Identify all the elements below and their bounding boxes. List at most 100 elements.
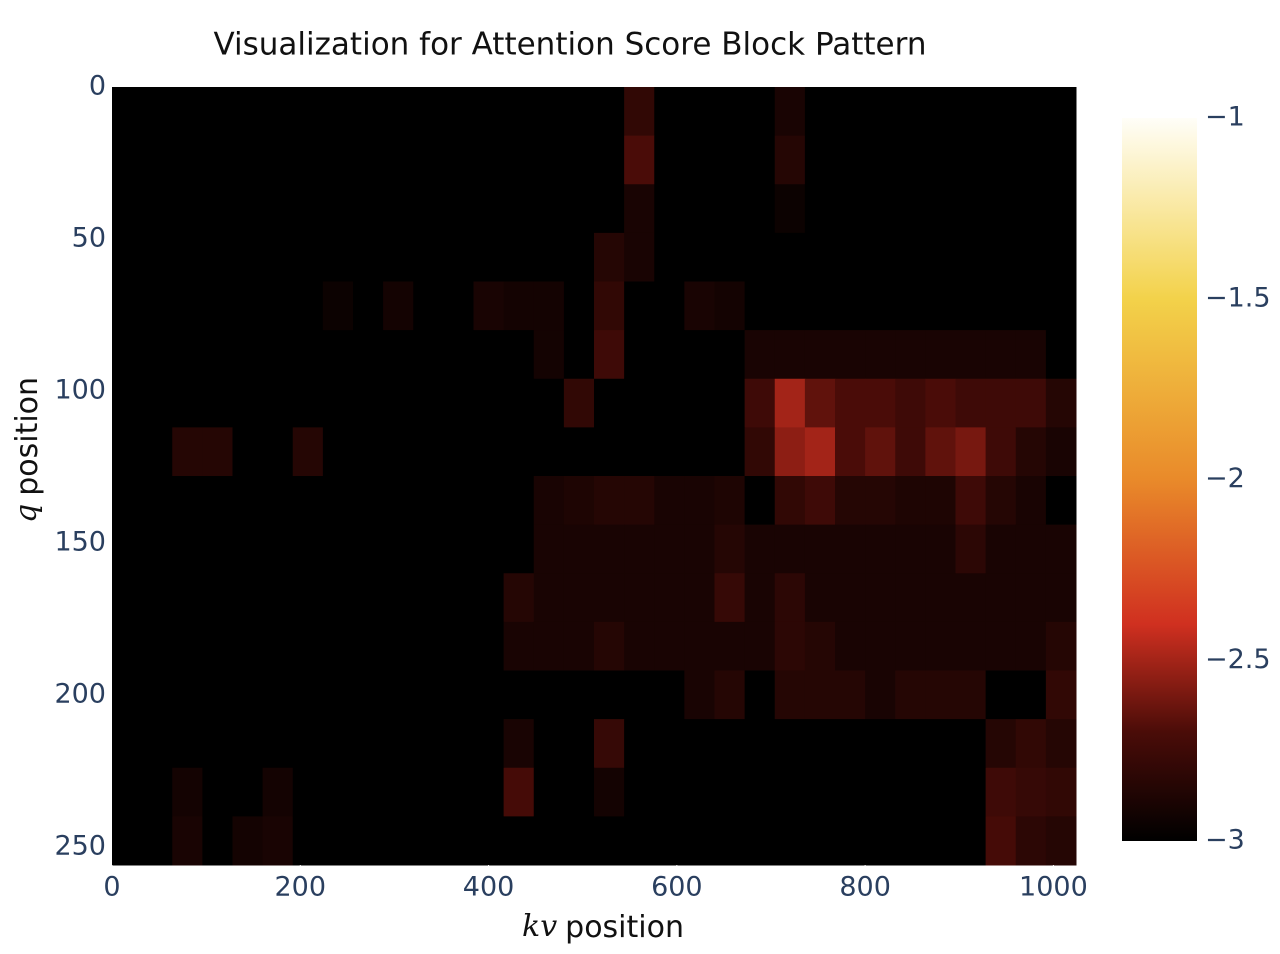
heatmap-cell <box>1045 135 1077 185</box>
heatmap-cell <box>744 232 776 282</box>
heatmap-cell <box>202 378 233 428</box>
heatmap-cell <box>262 719 294 769</box>
heatmap-cell <box>262 524 294 574</box>
heatmap-cell <box>563 427 595 477</box>
heatmap-cell <box>202 621 233 671</box>
heatmap-cell <box>383 135 414 185</box>
heatmap-cell <box>594 476 625 526</box>
heatmap-cell <box>804 184 836 234</box>
heatmap-cell <box>142 816 173 866</box>
heatmap-cell <box>443 816 474 866</box>
heatmap-cell <box>172 719 203 769</box>
heatmap-cell <box>413 427 444 477</box>
heatmap-cell <box>654 816 685 866</box>
heatmap-cell <box>112 87 143 137</box>
y-tick-label: 250 <box>54 830 106 861</box>
heatmap-cell <box>292 816 324 866</box>
heatmap-cell <box>503 573 535 623</box>
heatmap-cell <box>322 816 354 866</box>
heatmap-cell <box>1045 232 1077 282</box>
heatmap-cell <box>533 670 565 720</box>
heatmap-cell <box>624 135 655 185</box>
heatmap-cell <box>1045 573 1077 623</box>
y-tick-label: 150 <box>54 526 106 557</box>
heatmap-cell <box>594 330 625 380</box>
heatmap-cell <box>503 427 535 477</box>
heatmap-cell <box>563 87 595 137</box>
heatmap-cell <box>895 378 926 428</box>
heatmap-cell <box>443 573 474 623</box>
heatmap-cell <box>955 670 987 720</box>
heatmap-cell <box>985 767 1017 817</box>
heatmap-cell <box>533 135 565 185</box>
colorbar-tick-label: −2.5 <box>1205 644 1271 675</box>
heatmap-cell <box>172 87 203 137</box>
heatmap-cell <box>714 281 746 331</box>
heatmap-cell <box>503 378 535 428</box>
heatmap-cell <box>865 87 896 137</box>
heatmap-cell <box>322 184 354 234</box>
heatmap-cell <box>443 427 474 477</box>
heatmap-cell <box>262 476 294 526</box>
heatmap-cell <box>1015 476 1047 526</box>
heatmap-cell <box>624 378 655 428</box>
heatmap-cell <box>413 816 444 866</box>
colorbar-tick-label: −1 <box>1205 102 1245 133</box>
heatmap-cell <box>804 87 836 137</box>
heatmap-cell <box>1045 767 1077 817</box>
heatmap-cell <box>804 330 836 380</box>
heatmap-cell <box>322 621 354 671</box>
heatmap-cell <box>172 816 203 866</box>
heatmap-cell <box>353 378 384 428</box>
heatmap-cell <box>925 670 956 720</box>
heatmap-cell <box>654 524 685 574</box>
heatmap-cell <box>292 330 324 380</box>
heatmap-cell <box>955 232 987 282</box>
heatmap-cell <box>232 767 264 817</box>
x-tick-label: 800 <box>839 872 891 903</box>
heatmap-cell <box>112 330 143 380</box>
heatmap-cell <box>865 816 896 866</box>
heatmap-cell <box>262 427 294 477</box>
heatmap-cell <box>443 87 474 137</box>
heatmap-cell <box>353 87 384 137</box>
heatmap-cell <box>262 670 294 720</box>
heatmap-cell <box>624 670 655 720</box>
heatmap-cell <box>322 524 354 574</box>
heatmap-cell <box>383 427 414 477</box>
heatmap-cell <box>804 816 836 866</box>
heatmap-cell <box>925 621 956 671</box>
heatmap-cell <box>985 232 1017 282</box>
heatmap-cell <box>563 621 595 671</box>
heatmap-cell <box>142 184 173 234</box>
heatmap-cell <box>804 719 836 769</box>
heatmap-cell <box>925 87 956 137</box>
heatmap-cell <box>202 330 233 380</box>
heatmap-cell <box>985 378 1017 428</box>
heatmap-cell <box>654 427 685 477</box>
heatmap-cell <box>684 524 715 574</box>
heatmap-cell <box>985 135 1017 185</box>
heatmap-cell <box>654 621 685 671</box>
heatmap-cell <box>563 232 595 282</box>
heatmap-cell <box>714 427 746 477</box>
heatmap-cell <box>865 670 896 720</box>
heatmap-cell <box>744 767 776 817</box>
heatmap-cell <box>1045 524 1077 574</box>
heatmap-cell <box>202 767 233 817</box>
heatmap-cell <box>774 232 806 282</box>
heatmap-cell <box>172 621 203 671</box>
heatmap-cell <box>835 135 866 185</box>
heatmap-cell <box>925 524 956 574</box>
heatmap-cell <box>714 670 746 720</box>
heatmap-cell <box>985 524 1017 574</box>
heatmap-cell <box>714 719 746 769</box>
heatmap-cell <box>835 87 866 137</box>
heatmap-cell <box>112 524 143 574</box>
heatmap-cell <box>654 135 685 185</box>
heatmap-cell <box>955 573 987 623</box>
heatmap-cell <box>473 87 505 137</box>
heatmap-cell <box>865 767 896 817</box>
heatmap-cell <box>292 476 324 526</box>
heatmap-cell <box>473 670 505 720</box>
